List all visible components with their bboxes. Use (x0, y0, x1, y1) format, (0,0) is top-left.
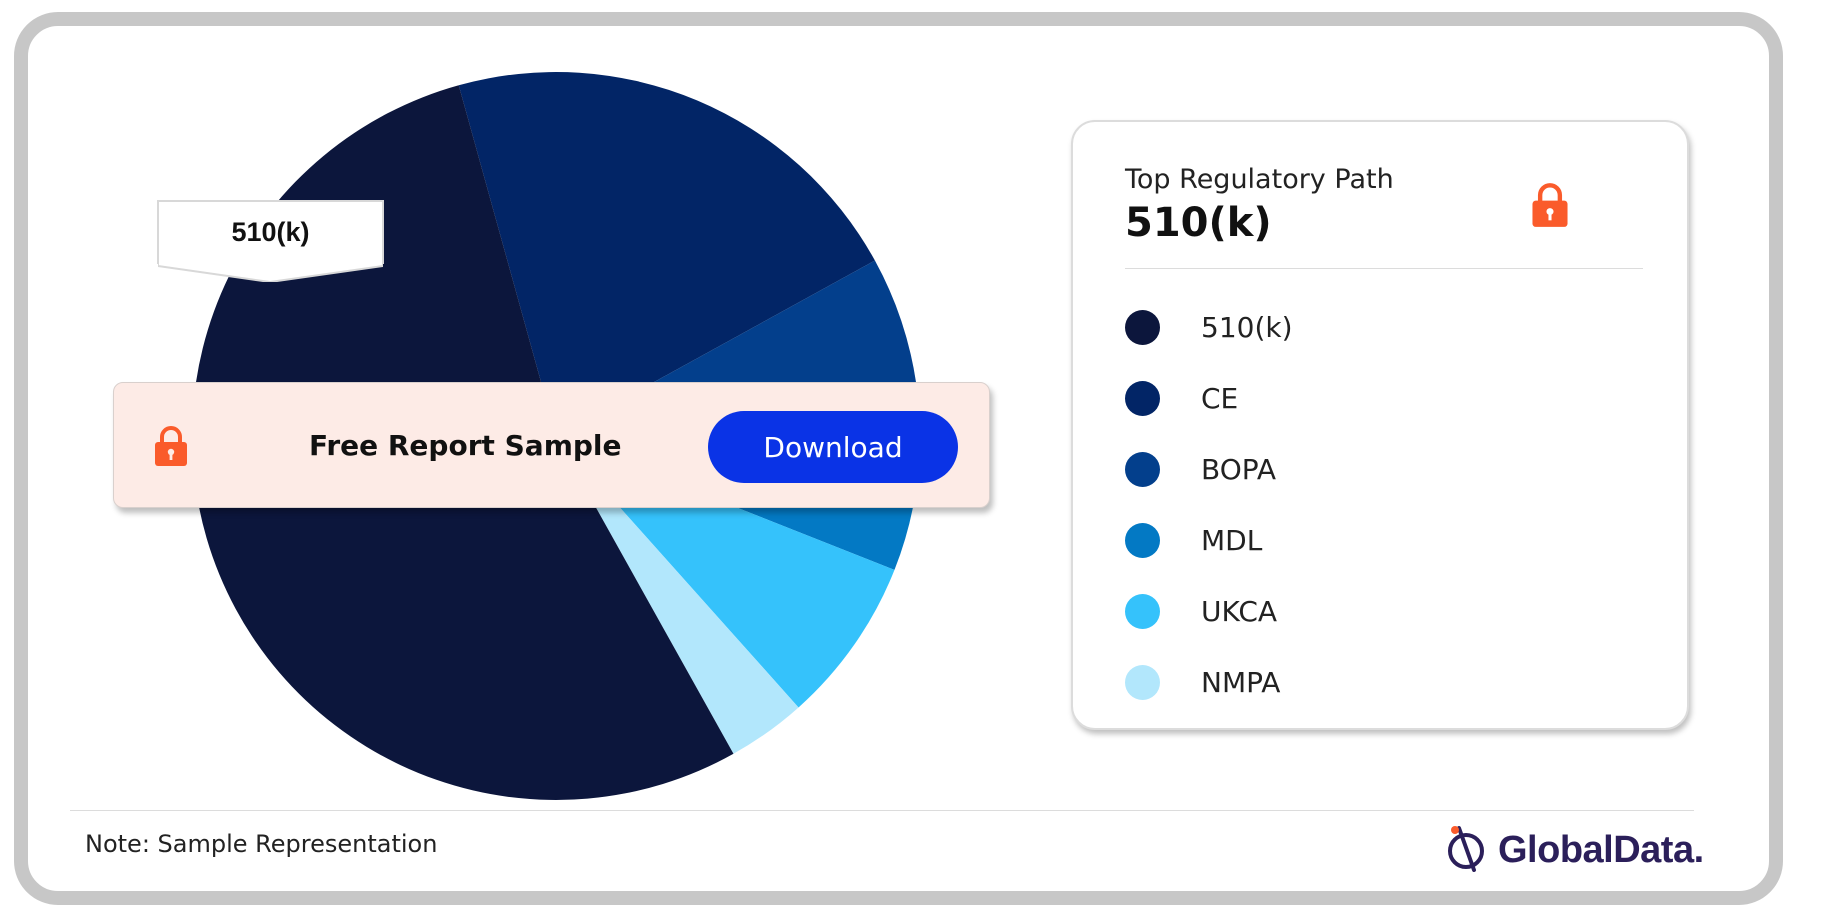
legend-panel: Top Regulatory Path 510(k) 510(k) CE BOP… (1071, 120, 1689, 730)
footer-divider (70, 810, 1694, 811)
legend-divider (1125, 268, 1643, 269)
legend-swatch (1125, 310, 1160, 345)
free-sample-banner: Free Report Sample Download (113, 382, 990, 508)
lock-icon (154, 425, 188, 471)
legend-item: 510(k) (1125, 292, 1293, 363)
pie-callout-label: 510(k) (157, 200, 384, 264)
legend-swatch (1125, 381, 1160, 416)
globaldata-logo-icon (1446, 824, 1490, 876)
legend-title: 510(k) (1125, 200, 1272, 246)
legend-label: BOPA (1201, 453, 1277, 486)
download-button[interactable]: Download (708, 411, 958, 483)
legend-list: 510(k) CE BOPA MDL UKCA NMPA (1125, 292, 1293, 718)
legend-swatch (1125, 665, 1160, 700)
lock-icon (1531, 182, 1569, 232)
legend-swatch (1125, 594, 1160, 629)
legend-item: NMPA (1125, 647, 1293, 718)
legend-item: BOPA (1125, 434, 1293, 505)
logo-text: GlobalData. (1498, 828, 1704, 871)
pie-slice-ce (458, 72, 875, 436)
free-sample-text: Free Report Sample (309, 428, 622, 462)
legend-label: NMPA (1201, 666, 1281, 699)
globaldata-logo: GlobalData. (1446, 824, 1704, 876)
pie-callout-tip (158, 262, 383, 282)
legend-item: CE (1125, 363, 1293, 434)
legend-label: CE (1201, 382, 1239, 415)
legend-swatch (1125, 523, 1160, 558)
legend-label: UKCA (1201, 595, 1278, 628)
legend-subtitle: Top Regulatory Path (1125, 164, 1394, 195)
legend-item: UKCA (1125, 576, 1293, 647)
pie-slice-nmpa (556, 436, 799, 754)
legend-label: MDL (1201, 524, 1263, 557)
legend-label: 510(k) (1201, 311, 1293, 344)
legend-item: MDL (1125, 505, 1293, 576)
legend-swatch (1125, 452, 1160, 487)
footnote: Note: Sample Representation (85, 830, 438, 858)
